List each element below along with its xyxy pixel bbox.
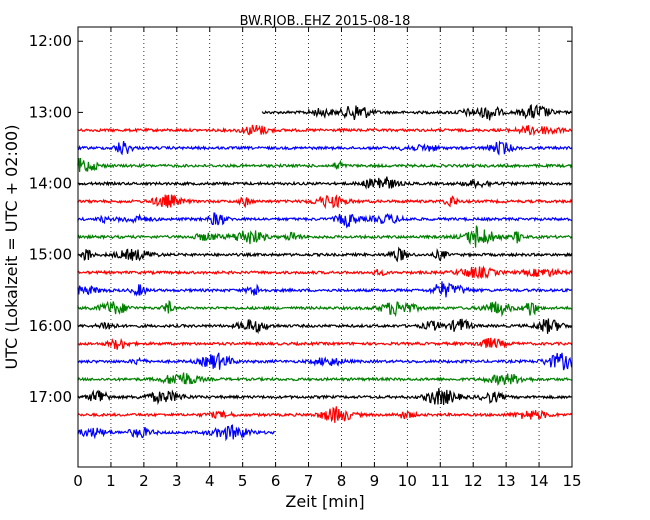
x-tick-labels: 0 1 2 3 4 5 6 7 8 9 10 11 12 13 14 15 — [73, 472, 581, 490]
trace-1715 — [77, 406, 573, 423]
y-tick-label: 13:00 — [29, 103, 72, 121]
plot-frame — [77, 26, 573, 468]
y-tick-label: 12:00 — [29, 32, 72, 50]
x-tick-label: 11 — [431, 472, 450, 490]
y-tick-labels: 12:00 13:00 14:00 15:00 16:00 17:00 — [29, 32, 72, 406]
trace-1500 — [77, 246, 573, 263]
x-tick-label: 5 — [238, 472, 248, 490]
x-tick-label: 8 — [337, 472, 347, 490]
trace-1345 — [77, 157, 573, 173]
x-tick-label: 0 — [73, 472, 83, 490]
trace-1330 — [77, 140, 573, 156]
x-tick-label: 2 — [139, 472, 149, 490]
y-tick-label: 14:00 — [29, 175, 72, 193]
trace-1700 — [77, 388, 572, 406]
trace-1315 — [77, 124, 573, 137]
tick-marks — [77, 27, 573, 467]
trace-1515 — [77, 265, 573, 280]
x-tick-label: 12 — [464, 472, 483, 490]
trace-1430 — [77, 212, 572, 229]
x-tick-label: 14 — [530, 472, 549, 490]
x-tick-label: 4 — [205, 472, 215, 490]
x-tick-label: 13 — [497, 472, 516, 490]
x-tick-label: 7 — [304, 472, 314, 490]
trace-1645 — [77, 372, 572, 386]
trace-1600 — [77, 318, 572, 335]
trace-1445 — [77, 225, 573, 248]
x-tick-label: 6 — [271, 472, 281, 490]
trace-1415 — [77, 194, 573, 210]
x-tick-label: 10 — [398, 472, 417, 490]
x-tick-label: 15 — [562, 472, 581, 490]
trace-layer — [77, 103, 573, 442]
trace-1545 — [77, 300, 572, 318]
trace-1400 — [77, 176, 572, 190]
trace-1730 — [77, 424, 276, 442]
grid-lines — [110, 27, 540, 467]
trace-1530 — [77, 281, 572, 298]
x-tick-label: 9 — [370, 472, 380, 490]
chart-title: BW.RJOB..EHZ 2015-08-18 — [240, 14, 411, 29]
trace-1300 — [261, 103, 572, 121]
y-axis-label: UTC (Lokalzeit = UTC + 02:00) — [2, 125, 21, 370]
trace-1630 — [77, 352, 573, 371]
y-tick-label: 16:00 — [29, 317, 72, 335]
y-tick-label: 15:00 — [29, 246, 72, 264]
x-tick-label: 3 — [172, 472, 182, 490]
y-tick-label: 17:00 — [29, 388, 72, 406]
trace-1615 — [77, 337, 573, 350]
x-axis-label: Zeit [min] — [285, 492, 364, 511]
x-tick-label: 1 — [106, 472, 116, 490]
